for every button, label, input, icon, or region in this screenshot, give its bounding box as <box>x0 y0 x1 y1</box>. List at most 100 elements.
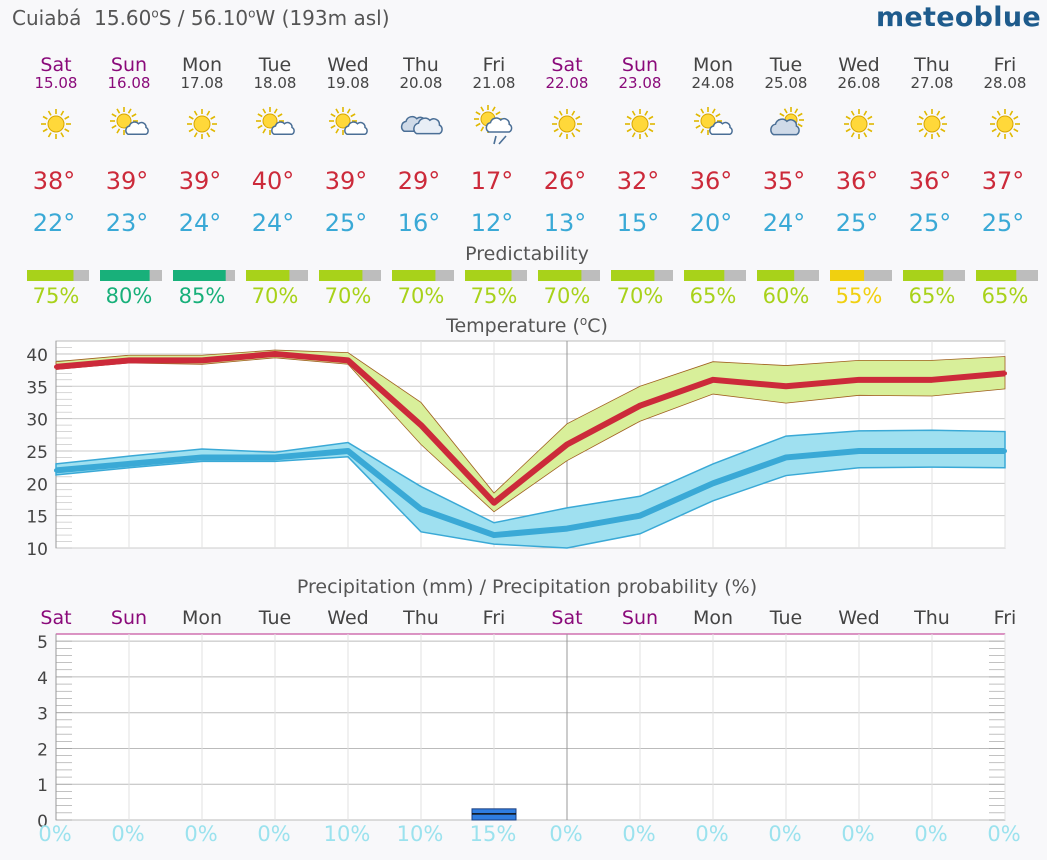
min-temp-point <box>200 455 204 460</box>
day-name: Wed <box>327 54 368 76</box>
max-temp-point <box>492 500 496 505</box>
min-temp: 25° <box>909 209 952 237</box>
precip-probability-label: 15% <box>470 822 517 846</box>
precip-probability-label: 0% <box>549 822 582 846</box>
day-date: 17.08 <box>181 74 224 92</box>
min-temp-point <box>784 455 788 460</box>
sun-icon <box>187 109 217 139</box>
day-date: 21.08 <box>473 74 516 92</box>
min-temp: 24° <box>252 209 295 237</box>
max-temp-point <box>565 442 569 447</box>
altitude: (193m asl) <box>281 6 390 30</box>
day-date: 24.08 <box>692 74 735 92</box>
day-name: Tue <box>769 54 802 76</box>
y-tick-label: 0 <box>37 812 48 832</box>
predictability-label: 75% <box>33 284 80 308</box>
min-temp: 24° <box>179 209 222 237</box>
max-temp: 36° <box>836 167 879 195</box>
predictability-label: 80% <box>106 284 153 308</box>
y-tick-label: 35 <box>26 378 48 398</box>
sun-icon <box>844 109 874 139</box>
max-temp-line <box>55 350 1006 506</box>
predictability-label: 75% <box>471 284 518 308</box>
min-temp-point <box>638 513 642 518</box>
min-temp-point <box>1003 448 1007 453</box>
max-temp-point <box>346 358 350 363</box>
max-temp-point <box>54 364 58 369</box>
predictability-label: 65% <box>982 284 1029 308</box>
precip-probability-label: 0% <box>987 822 1020 846</box>
y-tick-label: 15 <box>26 508 48 528</box>
precipitation-plot-area <box>55 633 1006 821</box>
max-temp: 39° <box>325 167 368 195</box>
predictability-bar-fill <box>830 270 865 281</box>
cloud-sun-icon <box>770 107 804 136</box>
day-name: Thu <box>402 54 439 76</box>
precip-day-label: Mon <box>693 607 733 629</box>
min-temp: 16° <box>398 209 441 237</box>
y-tick-label: 10 <box>26 540 48 560</box>
min-temp: 15° <box>617 209 660 237</box>
sun-cloud-icon <box>329 107 368 135</box>
y-tick-label: 1 <box>37 776 48 796</box>
sun-icon <box>41 109 71 139</box>
max-temp: 26° <box>544 167 587 195</box>
max-temp: 39° <box>106 167 149 195</box>
predictability-label: 70% <box>398 284 445 308</box>
precip-day-label: Sat <box>551 607 582 629</box>
location-name: Cuiabá <box>12 6 82 30</box>
predictability-label: 55% <box>836 284 883 308</box>
precip-day-label: Fri <box>994 607 1017 629</box>
min-temp-point <box>492 533 496 538</box>
temperature-plot-area <box>54 340 1007 549</box>
predictability-label: 70% <box>325 284 372 308</box>
predictability-label: 85% <box>179 284 226 308</box>
y-tick-label: 5 <box>37 633 48 653</box>
precip-probability-label: 0% <box>841 822 874 846</box>
day-name: Fri <box>483 54 506 76</box>
day-name: Mon <box>182 54 222 76</box>
y-tick-label: 40 <box>26 346 48 366</box>
y-tick-label: 4 <box>37 669 48 689</box>
min-temp: 24° <box>763 209 806 237</box>
y-tick-label: 20 <box>26 475 48 495</box>
predictability-bar-fill <box>976 270 1017 281</box>
day-name: Sun <box>622 54 658 76</box>
predictability-bar-fill <box>684 270 725 281</box>
precip-probability-label: 0% <box>111 822 144 846</box>
predictability-bar-fill <box>611 270 655 281</box>
day-date: 19.08 <box>327 74 370 92</box>
max-temp: 36° <box>909 167 952 195</box>
day-date: 28.08 <box>984 74 1027 92</box>
precip-probability-label: 0% <box>257 822 290 846</box>
precipitation-chart-title: Precipitation (mm) / Precipitation proba… <box>297 576 757 598</box>
day-date: 22.08 <box>546 74 589 92</box>
max-temp-point <box>711 377 715 382</box>
min-temp-point <box>565 526 569 531</box>
predictability-bar-fill <box>465 270 512 281</box>
day-name: Wed <box>838 54 879 76</box>
sun-icon <box>917 109 947 139</box>
predictability-label: 70% <box>617 284 664 308</box>
day-date: 16.08 <box>108 74 151 92</box>
temperature-chart-title: Temperature (oC) <box>445 314 608 337</box>
sun-icon <box>625 109 655 139</box>
predictability-bar-fill <box>173 270 226 281</box>
precip-probability-label: 10% <box>324 822 371 846</box>
precip-day-label: Thu <box>913 607 950 629</box>
precip-probability-label: 0% <box>695 822 728 846</box>
predictability-bar-fill <box>538 270 582 281</box>
sun-icon <box>552 109 582 139</box>
day-name: Sun <box>111 54 147 76</box>
max-temp-band <box>55 349 1006 513</box>
location-title: Cuiabá 15.60oS / 56.10oW (193m asl) <box>12 6 390 30</box>
day-date: 20.08 <box>400 74 443 92</box>
precip-day-label: Fri <box>483 607 506 629</box>
min-temp: 25° <box>836 209 879 237</box>
min-temp: 13° <box>544 209 587 237</box>
precip-probability-label: 0% <box>768 822 801 846</box>
precip-day-label: Sat <box>40 607 71 629</box>
longitude: 56.10 <box>190 6 249 30</box>
max-temp: 32° <box>617 167 660 195</box>
predictability-label: 60% <box>763 284 810 308</box>
